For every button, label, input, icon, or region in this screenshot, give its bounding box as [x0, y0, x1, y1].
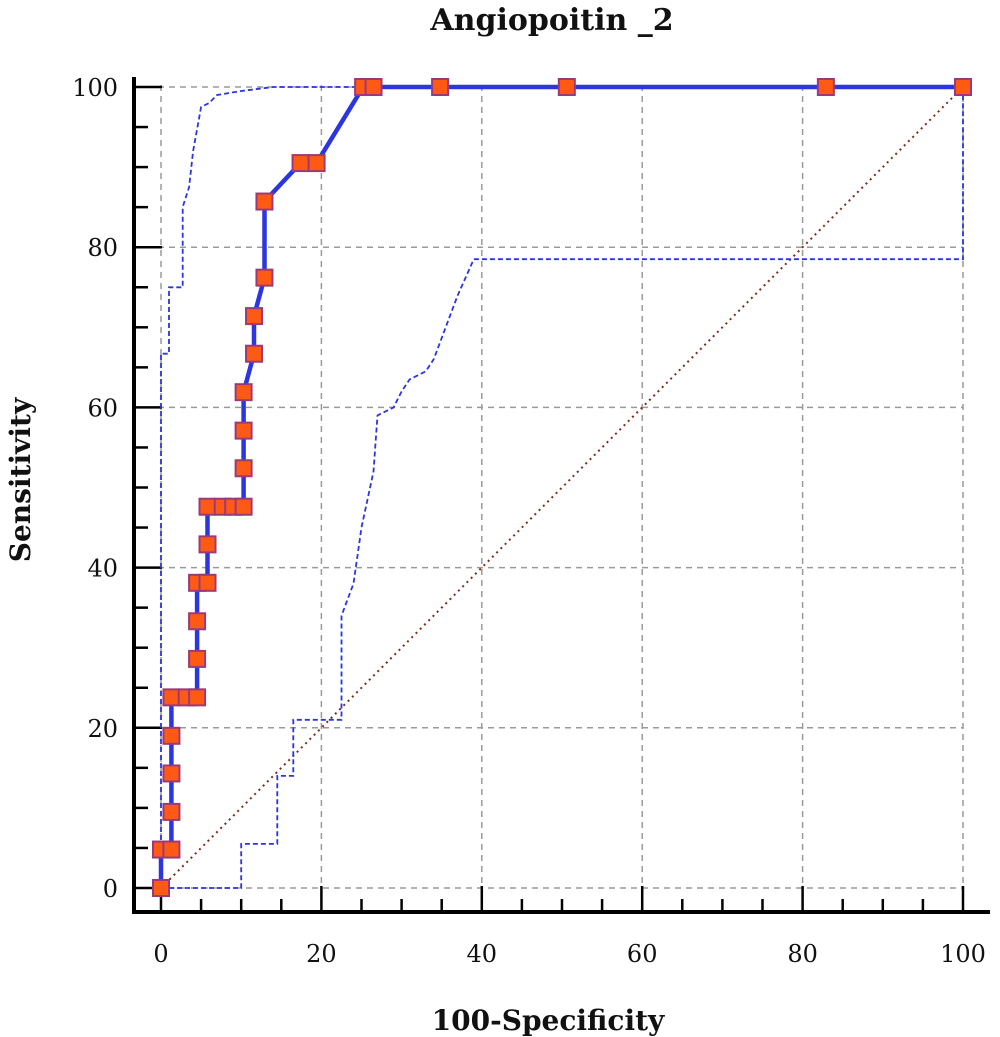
x-tick-label: 0	[153, 940, 168, 968]
roc-point-marker	[188, 649, 207, 668]
roc-point-marker	[234, 421, 253, 440]
x-tick-label: 100	[940, 940, 986, 968]
roc-point-marker	[291, 154, 310, 173]
roc-point-marker	[162, 840, 181, 859]
axes: 0 20 40 60 80 100 0 20 40 60 80 100	[72, 74, 990, 968]
ci-upper-line	[160, 86, 963, 888]
roc-point-marker	[162, 802, 181, 821]
chart-title: Angiopoitin _2	[429, 3, 673, 38]
roc-point-marker	[245, 307, 264, 326]
reference-diagonal-line	[160, 86, 964, 889]
plot-area	[152, 78, 972, 897]
roc-point-marker	[816, 78, 835, 96]
x-axis-label: 100-Specificity	[432, 1004, 665, 1037]
roc-point-marker	[364, 78, 383, 96]
y-axis-label: Sensitivity	[4, 397, 37, 562]
roc-point-marker	[152, 879, 170, 897]
roc-point-marker	[198, 573, 217, 592]
y-tick-label: 100	[72, 74, 118, 102]
x-tick-label: 60	[627, 940, 658, 968]
roc-point-marker	[255, 268, 274, 287]
roc-point-marker	[431, 78, 450, 96]
roc-point-marker	[245, 344, 264, 363]
y-tick-label: 0	[103, 875, 118, 903]
x-tick-label: 80	[787, 940, 818, 968]
roc-point-marker	[162, 764, 181, 783]
roc-point-marker	[162, 726, 181, 745]
roc-point-marker	[198, 497, 217, 516]
roc-point-marker	[162, 688, 181, 707]
roc-point-marker	[255, 192, 274, 211]
roc-point-marker	[954, 78, 972, 96]
roc-curve-line	[158, 84, 963, 888]
roc-point-marker	[234, 459, 253, 478]
roc-point-marker	[234, 497, 253, 516]
roc-point-marker	[198, 535, 217, 554]
y-tick-label: 40	[87, 555, 118, 583]
roc-point-marker	[234, 383, 253, 402]
y-tick-label: 20	[87, 715, 118, 743]
x-tick-label: 20	[306, 940, 337, 968]
roc-point-marker	[307, 154, 326, 173]
roc-point-marker	[188, 688, 207, 707]
roc-point-marker	[557, 78, 576, 96]
ci-lower-line	[161, 87, 964, 889]
x-tick-label: 40	[467, 940, 498, 968]
y-tick-label: 60	[87, 394, 118, 422]
y-tick-label: 80	[87, 234, 118, 262]
roc-point-marker	[188, 612, 207, 631]
